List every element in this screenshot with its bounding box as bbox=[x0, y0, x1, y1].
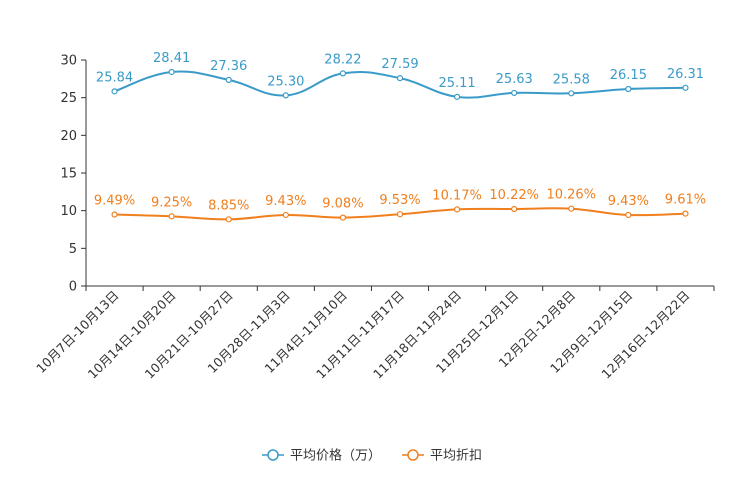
series-0-data-label: 27.59 bbox=[381, 57, 418, 72]
series-1-data-label: 10.22% bbox=[489, 188, 539, 203]
legend-item-0[interactable]: 平均价格（万） bbox=[262, 448, 381, 464]
series-0-data-label: 27.36 bbox=[210, 59, 247, 74]
series-layer: 25.84 28.41 27.36 25.30 28.22 27.59 25.11 25.63… bbox=[94, 51, 706, 223]
series-1-data-label: 10.17% bbox=[432, 188, 482, 203]
legend-marker-0 bbox=[267, 449, 279, 461]
y-axis-ticks: 0 5 10 15 20 25 30 bbox=[60, 54, 86, 295]
series-0-point[interactable] bbox=[396, 75, 404, 82]
series-0-data-label: 25.63 bbox=[496, 72, 533, 87]
series-1-data-label: 10.26% bbox=[546, 188, 596, 203]
series-1-data-label: 9.25% bbox=[151, 195, 192, 210]
series-0-point[interactable] bbox=[625, 85, 632, 93]
legend-marker-1 bbox=[407, 449, 419, 461]
series-1-data-label: 8.85% bbox=[208, 198, 249, 213]
series-1-point[interactable] bbox=[225, 216, 232, 223]
legend-label-0: 平均价格（万） bbox=[290, 448, 381, 464]
series-0-point[interactable] bbox=[225, 76, 232, 83]
series-1-point[interactable] bbox=[511, 205, 518, 213]
series-0-data-label: 25.11 bbox=[438, 76, 475, 91]
series-1: 9.49% 9.25% 8.85% 9.43% 9.08% 9.53% 10.17% 10.2… bbox=[94, 188, 706, 223]
y-tick-label: 20 bbox=[60, 129, 77, 144]
series-0-data-label: 25.58 bbox=[553, 72, 590, 87]
axes bbox=[85, 60, 714, 287]
series-0-data-label: 28.41 bbox=[153, 51, 190, 66]
series-1-point[interactable] bbox=[682, 210, 689, 217]
legend-item-1[interactable]: 平均折扣 bbox=[402, 449, 482, 464]
series-1-data-label: 9.08% bbox=[322, 197, 363, 212]
series-1-point[interactable] bbox=[396, 211, 404, 218]
x-axis-ticks: 10月7日-10月13日10月14日-10月20日10月21日-10月27日10… bbox=[33, 286, 715, 382]
series-1-data-label: 9.61% bbox=[665, 193, 706, 208]
series-1-point[interactable] bbox=[625, 211, 632, 219]
y-tick-label: 0 bbox=[69, 280, 77, 295]
y-tick-label: 5 bbox=[69, 242, 77, 257]
y-tick-label: 30 bbox=[60, 54, 77, 69]
series-0-point[interactable] bbox=[111, 88, 118, 95]
series-0-data-label: 26.15 bbox=[610, 68, 647, 83]
series-0-point[interactable] bbox=[282, 92, 289, 99]
series-0-point[interactable] bbox=[339, 70, 347, 77]
legend[interactable]: 平均价格（万） 平均折扣 bbox=[262, 448, 482, 464]
legend-label-1: 平均折扣 bbox=[430, 449, 482, 464]
series-1-data-label: 9.49% bbox=[94, 194, 135, 209]
series-1-point[interactable] bbox=[168, 213, 175, 220]
series-0-data-label: 26.31 bbox=[667, 67, 704, 82]
series-0-data-label: 25.84 bbox=[96, 70, 133, 85]
series-1-data-label: 9.43% bbox=[265, 194, 306, 209]
series-0-point[interactable] bbox=[682, 84, 689, 91]
series-0-data-label: 28.22 bbox=[324, 52, 361, 67]
series-0-point[interactable] bbox=[168, 68, 175, 76]
y-tick-label: 10 bbox=[60, 204, 77, 219]
series-0-point[interactable] bbox=[453, 93, 461, 100]
y-tick-label: 25 bbox=[60, 91, 77, 106]
series-1-data-label: 9.43% bbox=[608, 194, 649, 209]
series-0-point[interactable] bbox=[568, 90, 575, 97]
series-1-point[interactable] bbox=[339, 214, 347, 221]
series-1-data-label: 9.53% bbox=[379, 193, 420, 208]
series-0: 25.84 28.41 27.36 25.30 28.22 27.59 25.11 25.63… bbox=[96, 51, 704, 100]
series-0-point[interactable] bbox=[511, 89, 518, 97]
series-1-point[interactable] bbox=[568, 205, 575, 212]
series-1-point[interactable] bbox=[453, 206, 461, 213]
series-1-point[interactable] bbox=[282, 211, 289, 219]
series-1-point[interactable] bbox=[111, 211, 118, 218]
series-0-data-label: 25.30 bbox=[267, 74, 304, 89]
y-tick-label: 15 bbox=[60, 167, 77, 182]
